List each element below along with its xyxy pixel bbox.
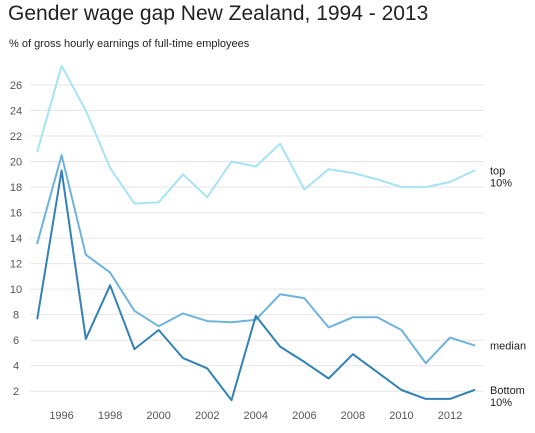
series-line-0	[36, 64, 476, 205]
series-label-2-1: 10%	[490, 397, 512, 409]
x-tick-label-2012: 2012	[438, 410, 462, 422]
y-tick-label-24: 24	[10, 105, 22, 117]
x-tick-label-2010: 2010	[389, 410, 413, 422]
y-tick-label-26: 26	[10, 80, 22, 92]
series-label-0-1: 10%	[490, 177, 512, 189]
x-tick-label-2004: 2004	[244, 410, 268, 422]
y-tick-label-8: 8	[13, 310, 19, 322]
series-line-2	[36, 169, 476, 402]
x-tick-label-2008: 2008	[341, 410, 365, 422]
y-tick-label-10: 10	[10, 284, 22, 296]
y-tick-label-18: 18	[10, 182, 22, 194]
y-tick-label-22: 22	[10, 131, 22, 143]
y-tick-label-14: 14	[10, 233, 22, 245]
x-tick-label-1998: 1998	[98, 410, 122, 422]
y-tick-label-2: 2	[13, 386, 19, 398]
series-label-2-0: Bottom	[490, 385, 525, 397]
chart-title: Gender wage gap New Zealand, 1994 - 2013	[8, 2, 429, 25]
series-label-0-0: top	[490, 165, 505, 177]
x-tick-label-2002: 2002	[195, 410, 219, 422]
y-tick-label-12: 12	[10, 259, 22, 271]
y-tick-label-4: 4	[13, 361, 19, 373]
y-tick-label-16: 16	[10, 208, 22, 220]
series-line-1	[36, 154, 476, 365]
y-tick-label-20: 20	[10, 157, 22, 169]
series-label-1-0: median	[490, 340, 526, 352]
x-tick-label-2006: 2006	[292, 410, 316, 422]
x-tick-label-1996: 1996	[49, 410, 73, 422]
x-tick-label-2000: 2000	[146, 410, 170, 422]
y-tick-label-6: 6	[13, 335, 19, 347]
chart-subtitle: % of gross hourly earnings of full-time …	[9, 38, 250, 50]
